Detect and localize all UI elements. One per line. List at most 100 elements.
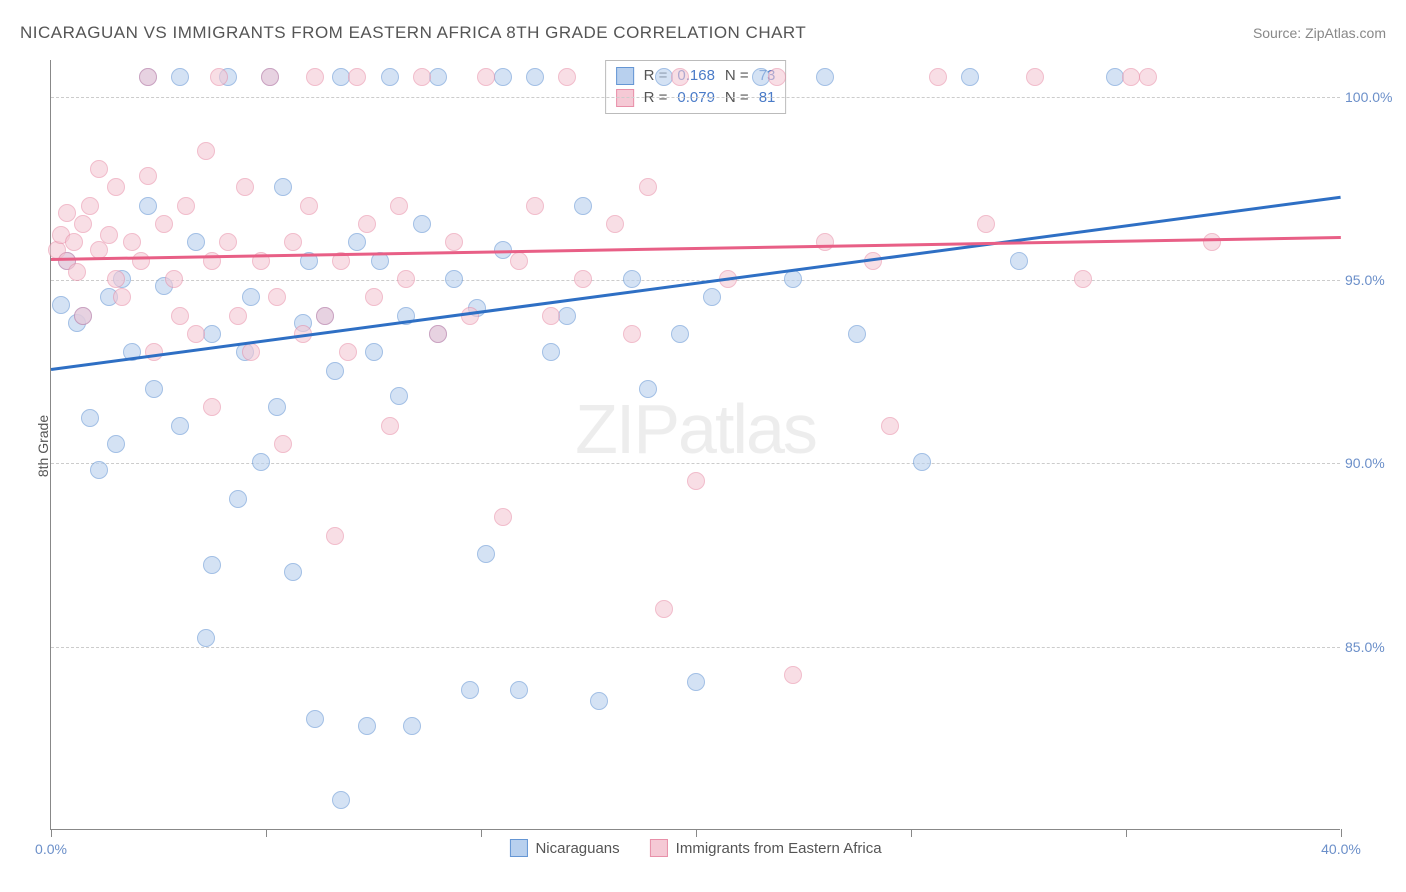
scatter-point: [687, 673, 705, 691]
scatter-point: [526, 68, 544, 86]
scatter-point: [274, 178, 292, 196]
scatter-point: [90, 160, 108, 178]
scatter-point: [306, 68, 324, 86]
source-label: Source: ZipAtlas.com: [1253, 25, 1386, 41]
scatter-point: [542, 307, 560, 325]
scatter-point: [316, 307, 334, 325]
scatter-point: [187, 233, 205, 251]
watermark: ZIPatlas: [575, 389, 816, 469]
scatter-point: [429, 68, 447, 86]
scatter-point: [268, 398, 286, 416]
scatter-point: [261, 68, 279, 86]
scatter-point: [197, 142, 215, 160]
scatter-point: [348, 233, 366, 251]
scatter-point: [203, 325, 221, 343]
x-tick: [696, 829, 697, 837]
scatter-point: [1010, 252, 1028, 270]
legend-swatch-0: [509, 839, 527, 857]
scatter-point: [365, 288, 383, 306]
x-tick: [481, 829, 482, 837]
scatter-point: [639, 380, 657, 398]
scatter-point: [381, 417, 399, 435]
scatter-point: [574, 270, 592, 288]
scatter-point: [107, 178, 125, 196]
gridline-h: [51, 97, 1340, 98]
scatter-point: [74, 215, 92, 233]
scatter-point: [913, 453, 931, 471]
scatter-point: [274, 435, 292, 453]
gridline-h: [51, 647, 1340, 648]
scatter-point: [236, 178, 254, 196]
swatch-series-0: [616, 67, 634, 85]
scatter-point: [558, 307, 576, 325]
scatter-point: [348, 68, 366, 86]
scatter-point: [977, 215, 995, 233]
scatter-point: [816, 68, 834, 86]
scatter-point: [461, 307, 479, 325]
trend-line: [51, 236, 1341, 260]
scatter-point: [229, 307, 247, 325]
scatter-point: [107, 435, 125, 453]
scatter-point: [100, 226, 118, 244]
scatter-point: [123, 233, 141, 251]
scatter-point: [139, 197, 157, 215]
scatter-point: [429, 325, 447, 343]
legend-item-1: Immigrants from Eastern Africa: [650, 839, 882, 857]
scatter-point: [177, 197, 195, 215]
scatter-point: [74, 307, 92, 325]
legend-swatch-1: [650, 839, 668, 857]
scatter-point: [381, 68, 399, 86]
scatter-point: [784, 270, 802, 288]
scatter-point: [655, 600, 673, 618]
gridline-h: [51, 463, 1340, 464]
swatch-series-1: [616, 89, 634, 107]
legend-item-0: Nicaraguans: [509, 839, 619, 857]
trend-line: [51, 196, 1341, 371]
scatter-point: [961, 68, 979, 86]
scatter-point: [881, 417, 899, 435]
scatter-point: [229, 490, 247, 508]
scatter-point: [542, 343, 560, 361]
scatter-point: [606, 215, 624, 233]
scatter-point: [390, 387, 408, 405]
scatter-point: [461, 681, 479, 699]
scatter-point: [445, 233, 463, 251]
x-tick: [51, 829, 52, 837]
scatter-point: [477, 545, 495, 563]
scatter-point: [558, 68, 576, 86]
y-axis-label: 8th Grade: [35, 415, 51, 477]
scatter-point: [623, 270, 641, 288]
scatter-point: [768, 68, 786, 86]
scatter-point: [784, 666, 802, 684]
scatter-point: [306, 710, 324, 728]
x-tick-label: 40.0%: [1321, 841, 1361, 857]
scatter-point: [390, 197, 408, 215]
x-tick: [266, 829, 267, 837]
scatter-point: [397, 270, 415, 288]
scatter-point: [65, 233, 83, 251]
scatter-point: [52, 296, 70, 314]
scatter-point: [687, 472, 705, 490]
plot-area: ZIPatlas R = 0.168 N = 73 R = 0.079 N = …: [50, 60, 1340, 830]
scatter-point: [477, 68, 495, 86]
scatter-point: [671, 325, 689, 343]
scatter-point: [816, 233, 834, 251]
y-tick-label: 85.0%: [1345, 639, 1400, 655]
scatter-point: [252, 453, 270, 471]
scatter-point: [300, 197, 318, 215]
scatter-point: [1074, 270, 1092, 288]
scatter-point: [413, 215, 431, 233]
scatter-point: [219, 233, 237, 251]
scatter-point: [1122, 68, 1140, 86]
scatter-point: [639, 178, 657, 196]
scatter-point: [155, 215, 173, 233]
scatter-point: [210, 68, 228, 86]
scatter-point: [81, 409, 99, 427]
scatter-point: [113, 288, 131, 306]
scatter-point: [81, 197, 99, 215]
scatter-point: [365, 343, 383, 361]
scatter-point: [445, 270, 463, 288]
x-tick-label: 0.0%: [35, 841, 67, 857]
scatter-point: [145, 380, 163, 398]
x-tick: [1341, 829, 1342, 837]
